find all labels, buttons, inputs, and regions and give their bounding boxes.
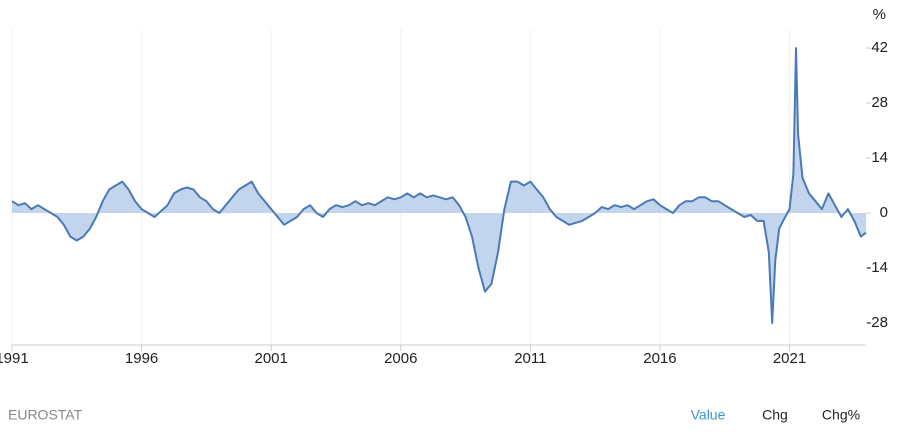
tab-chg-pct[interactable]: Chg%: [822, 407, 860, 423]
source: EUROSTAT: [8, 407, 83, 423]
x-tick-label: 1991: [0, 350, 29, 367]
x-tick-label: 2021: [773, 350, 806, 367]
y-tick-label: -14: [866, 259, 888, 276]
line: [11, 47, 867, 324]
tab-value[interactable]: Value: [691, 407, 726, 423]
x-tick-label: 1996: [125, 350, 158, 367]
x-tick-label: 2006: [384, 350, 417, 367]
y-tick-label: 42: [871, 39, 888, 56]
area: [12, 48, 866, 323]
y-tick-label: 14: [871, 149, 888, 166]
x-tick-label: 2001: [254, 350, 287, 367]
y-unit: %: [873, 6, 886, 23]
x-tick-label: 2016: [643, 350, 676, 367]
tab-chg[interactable]: Chg: [762, 407, 788, 423]
y-tick-label: -28: [866, 314, 888, 331]
x-tick-label: 2011: [514, 350, 546, 367]
y-tick-label: 28: [871, 94, 888, 111]
y-tick-label: 0: [880, 204, 888, 221]
